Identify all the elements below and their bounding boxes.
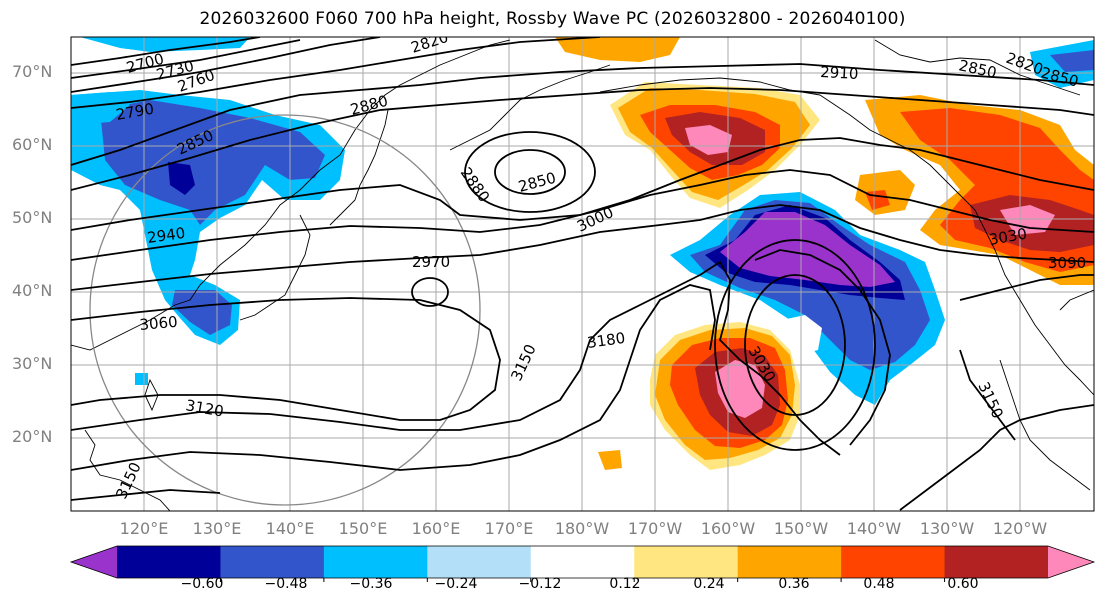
lon-label-160w: 160°W <box>700 519 756 538</box>
shading-negative-west <box>71 37 1094 385</box>
colorbar-segment <box>1048 546 1094 578</box>
lon-label-120e: 120°E <box>119 519 169 538</box>
colorbar-tick: −0.36 <box>349 576 393 592</box>
colorbar-tick: 0.12 <box>609 576 641 592</box>
lon-label-150w: 150°W <box>773 519 829 538</box>
lat-label-30n: 30°N <box>12 354 53 373</box>
shading-positive-north <box>555 37 820 208</box>
lon-label-180w: 180°W <box>554 519 610 538</box>
lon-label-170w: 170°W <box>627 519 683 538</box>
colorbar-segment <box>841 546 946 578</box>
lat-label-70n: 70°N <box>12 62 53 81</box>
colorbar-outline <box>69 545 1096 579</box>
colorbar-segment <box>220 546 325 578</box>
colorbar-tick: 0.24 <box>693 576 725 592</box>
contour-label-3180: 3180 <box>586 329 626 352</box>
lon-label-160e: 160°E <box>411 519 461 538</box>
lon-label-150e: 150°E <box>338 519 388 538</box>
lon-label-140e: 140°E <box>265 519 315 538</box>
contour-label-3090: 3090 <box>1048 254 1086 272</box>
lat-label-20n: 20°N <box>12 427 53 446</box>
contour-label-2940: 2940 <box>146 224 186 247</box>
colorbar-tick: 0.60 <box>947 576 979 592</box>
contour-label-2910: 2910 <box>820 63 859 83</box>
map-title: 2026032600 F060 700 hPa height, Rossby W… <box>199 9 906 29</box>
graticule <box>71 37 1094 511</box>
colorbar-segment <box>71 546 117 578</box>
colorbar-segment <box>944 546 1049 578</box>
colorbar-tick: 0.36 <box>778 576 810 592</box>
colorbar-segment <box>634 546 739 578</box>
contour-label-2970: 2970 <box>412 253 450 271</box>
range-circle <box>89 114 481 506</box>
colorbar-segment <box>737 546 842 578</box>
contour-label-3060: 3060 <box>139 313 179 334</box>
height-contours <box>71 37 1094 511</box>
colorbar-tick: 0.48 <box>863 576 895 592</box>
map-panel: 2700 2730 2760 2790 2850 2880 2820 2910 … <box>71 37 1094 511</box>
lon-label-130w: 130°W <box>919 519 975 538</box>
lon-label-140w: 140°W <box>846 519 902 538</box>
lon-label-130e: 130°E <box>192 519 242 538</box>
colorbar-tick: −0.12 <box>518 576 562 592</box>
lon-label-170e: 170°E <box>484 519 534 538</box>
shading-positive-east <box>855 95 1094 285</box>
colorbar-tick: −0.60 <box>180 576 224 592</box>
lat-label-50n: 50°N <box>12 208 53 227</box>
colorbar-tick: −0.24 <box>434 576 478 592</box>
lat-label-40n: 40°N <box>12 281 53 300</box>
colorbar-segment <box>117 546 221 578</box>
colorbar <box>69 545 1096 582</box>
colorbar-segment <box>530 546 635 578</box>
colorbar-segment <box>427 546 532 578</box>
colorbar-tick: −0.48 <box>264 576 308 592</box>
colorbar-segment <box>323 546 428 578</box>
lat-label-60n: 60°N <box>12 135 53 154</box>
map-frame <box>70 36 1095 512</box>
lon-label-120w: 120°W <box>992 519 1048 538</box>
